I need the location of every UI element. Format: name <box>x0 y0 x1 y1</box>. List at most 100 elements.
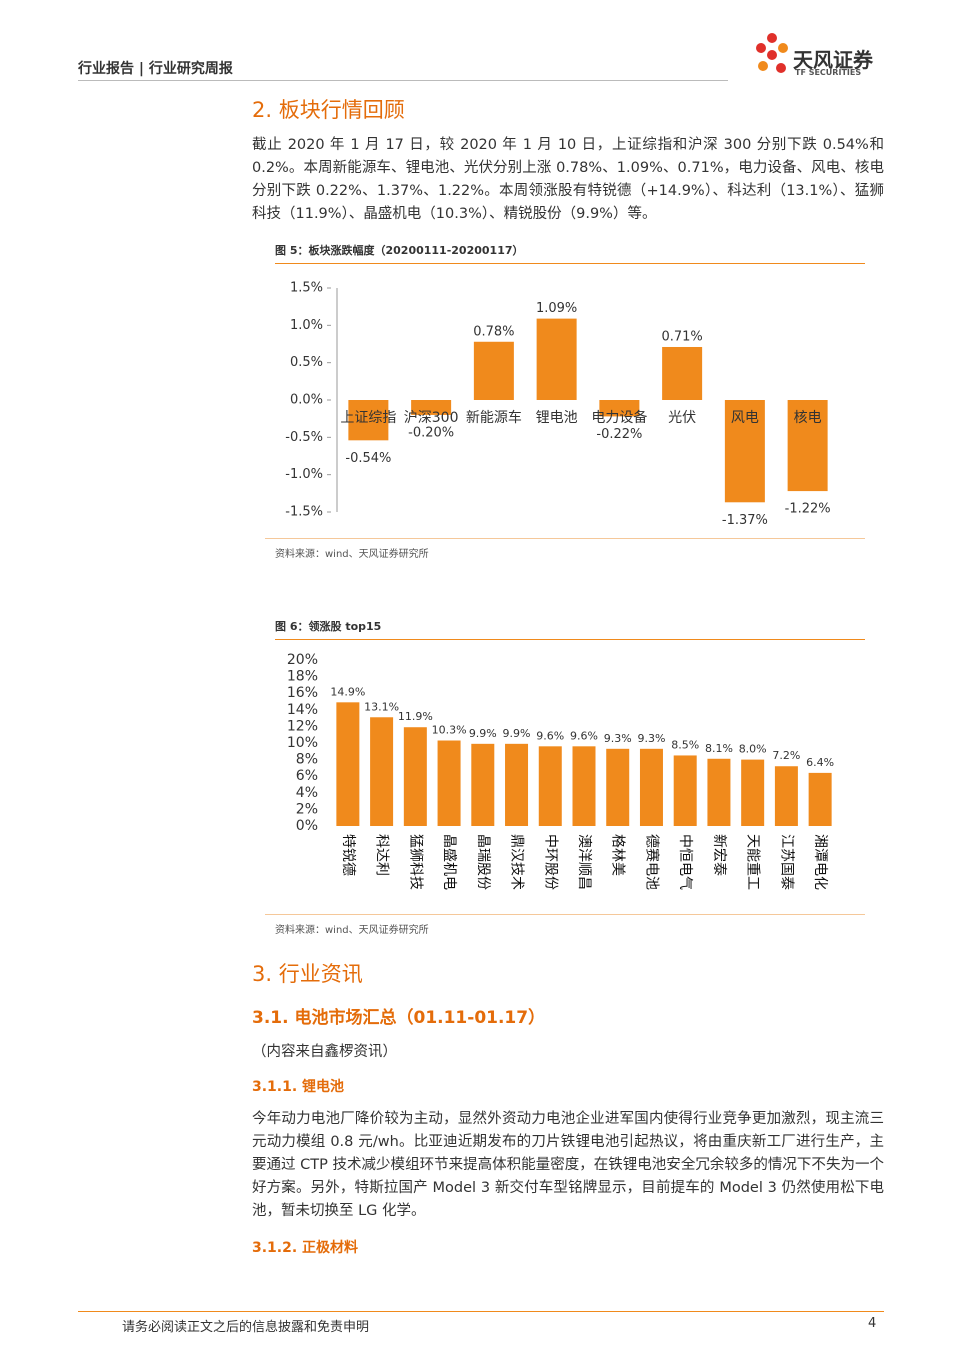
bar <box>473 341 514 400</box>
footer-rule <box>78 1311 884 1312</box>
subsection-title: 3.1. 电池市场汇总（01.11-01.17） <box>252 1008 546 1028</box>
page-number: 4 <box>868 1316 877 1331</box>
figure-caption: 图 6：领涨股 top15 <box>275 618 865 640</box>
y-tick-label: -1.0% <box>285 467 323 482</box>
figure-rule <box>265 914 865 915</box>
subsubsection-title: 3.1.1. 锂电池 <box>252 1079 345 1095</box>
bar <box>411 400 452 415</box>
note: （内容来自鑫椤资讯） <box>252 1044 397 1060</box>
y-tick-label: 0.5% <box>290 355 323 370</box>
x-tick-label: 核电 <box>794 410 822 426</box>
data-label: -1.37% <box>722 513 768 528</box>
figure-rule <box>265 538 865 539</box>
data-label: 7.2% <box>772 749 800 762</box>
bar <box>774 766 798 826</box>
x-tick-label: 新能源车 <box>466 409 522 426</box>
y-tick-label: 0.0% <box>290 393 323 408</box>
figure-source: 资料来源：wind、天风证券研究所 <box>275 925 429 936</box>
data-label: 1.09% <box>536 301 577 316</box>
x-tick-label: 格林美 <box>610 834 626 876</box>
header-rule <box>78 80 728 81</box>
y-tick-label: 2% <box>296 801 318 817</box>
y-tick-label: 6% <box>296 768 318 784</box>
y-tick-label: 14% <box>287 702 318 718</box>
x-tick-label: 上证综指 <box>340 410 396 426</box>
bar <box>348 400 389 441</box>
x-tick-label: 天能重工 <box>745 834 761 890</box>
bar <box>370 717 394 826</box>
data-label: 9.3% <box>637 732 665 745</box>
logo-icon <box>756 33 788 73</box>
x-tick-label: 特锐德 <box>340 834 356 876</box>
data-label: -0.22% <box>596 427 642 442</box>
footer-disclaimer: 请务必阅读正文之后的信息披露和免责申明 <box>122 1320 370 1335</box>
paragraph: 今年动力电池厂降价较为主动，显然外资动力电池企业进军国内使得行业竞争更加激烈，现… <box>252 1111 884 1219</box>
data-label: 0.78% <box>473 324 514 339</box>
bar <box>606 748 630 826</box>
y-tick-label: 12% <box>287 718 318 734</box>
bar <box>599 400 640 417</box>
x-tick-label: 光伏 <box>668 410 696 426</box>
x-tick-label: 德赛电池 <box>643 834 659 890</box>
data-label: 8.1% <box>705 742 733 755</box>
y-tick-label: -1.5% <box>285 505 323 520</box>
bar <box>639 748 663 826</box>
y-tick-label: 0% <box>296 818 318 834</box>
bar <box>662 346 703 400</box>
bar <box>572 746 596 826</box>
data-label: -0.20% <box>408 425 454 440</box>
data-label: 9.6% <box>536 729 564 742</box>
data-label: 8.0% <box>739 743 767 756</box>
section-title: 3. 行业资讯 <box>252 962 363 986</box>
x-tick-label: 江苏国泰 <box>778 834 794 890</box>
data-label: 8.5% <box>671 738 699 751</box>
chart: 1.5% 1.0% 0.5% 0.0% -0.5% -1.0% -1.5% -0.54% 上证综… <box>285 281 830 528</box>
data-label: 9.9% <box>503 727 531 740</box>
x-tick-label: 锂电池 <box>536 410 578 426</box>
x-tick-label: 新宏泰 <box>711 834 727 876</box>
data-label: 13.1% <box>364 700 399 713</box>
figure-caption: 图 5：板块涨跌幅度（20200111-20200117） <box>275 242 865 264</box>
bar <box>403 727 427 826</box>
x-tick-label: 晶瑞股份 <box>475 834 491 890</box>
header-title: 行业报告 | 行业研究周报 <box>78 61 233 77</box>
bar <box>336 702 360 826</box>
y-tick-label: 1.0% <box>290 318 323 333</box>
x-tick-label: 沪深300 <box>404 410 459 426</box>
y-tick-label: -0.5% <box>285 430 323 445</box>
x-tick-label: 澳洋顺昌 <box>576 834 592 890</box>
brand-en: TF SECURITIES <box>795 68 862 77</box>
x-tick-label: 中恒电气 <box>677 834 693 890</box>
bar <box>707 758 731 826</box>
x-tick-label: 科达利 <box>374 834 390 876</box>
y-tick-label: 1.5% <box>290 281 323 296</box>
x-tick-label: 中环股份 <box>542 834 558 890</box>
y-tick-label: 10% <box>287 735 318 751</box>
subsubsection-title: 3.1.2. 正极材料 <box>252 1240 359 1256</box>
y-tick-label: 20% <box>287 652 318 668</box>
bar <box>741 759 765 826</box>
section-title: 2. 板块行情回顾 <box>252 98 405 122</box>
x-tick-label: 猛狮科技 <box>407 834 423 890</box>
y-tick-label: 16% <box>287 685 318 701</box>
x-tick-label: 鼎汉技术 <box>509 834 525 890</box>
x-tick-label: 风电 <box>731 410 759 426</box>
bar <box>787 400 828 492</box>
x-tick-label: 电力设备 <box>591 409 647 426</box>
bar <box>808 772 832 826</box>
data-label: 10.3% <box>432 724 467 737</box>
bar <box>536 318 577 400</box>
data-label: 11.9% <box>398 710 433 723</box>
y-tick-label: 8% <box>296 752 318 768</box>
y-tick-label: 4% <box>296 785 318 801</box>
bar <box>471 743 495 826</box>
paragraph: 截止 2020 年 1 月 17 日，较 2020 年 1 月 10 日，上证综… <box>252 137 884 222</box>
bar <box>538 746 562 826</box>
x-tick-label: 晶盛机电 <box>441 834 457 890</box>
x-tick-label: 湘潭电化 <box>812 834 829 890</box>
data-label: 9.3% <box>604 732 632 745</box>
brand: 天风证券 <box>793 48 873 72</box>
data-label: 9.9% <box>469 727 497 740</box>
chart: 0%2%4%6%8%10%12%14%16%18%20% 14.9% 特锐德 13.1… <box>287 652 834 890</box>
